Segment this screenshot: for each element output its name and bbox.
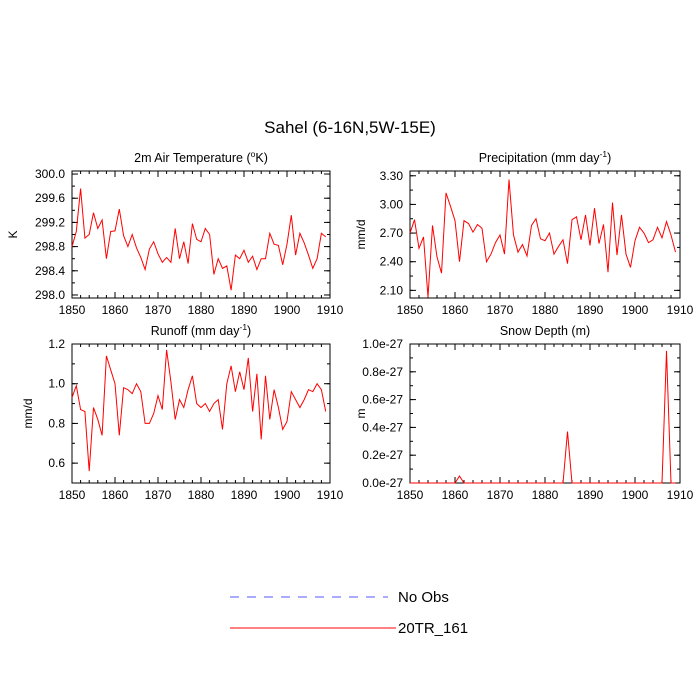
x-tick-label: 1900	[622, 488, 649, 502]
x-tick-label: 1870	[145, 303, 172, 317]
panel-3: Runoff (mm day-1) 1850 1860 1870 1880 1890 190…	[21, 322, 344, 502]
x-tick-label: 1860	[102, 303, 129, 317]
panel-2: Precipitation (mm day-1) 1850 1860 1870 1880…	[354, 149, 694, 317]
x-tick-label: 1860	[442, 303, 469, 317]
y-axis-label-4: m	[354, 409, 368, 419]
x-tick-label: 1890	[231, 303, 258, 317]
panel-frame-4	[409, 343, 681, 484]
legend: No Obs 20TR_161	[230, 589, 468, 637]
x-tick-label: 1850	[59, 488, 86, 502]
y-tick-label: 298.0	[35, 288, 65, 302]
y-tick-label: 0.8	[48, 416, 65, 430]
y-tick-label: 1.2	[48, 337, 65, 351]
x-tick-label: 1850	[59, 303, 86, 317]
series-line-1	[71, 188, 327, 291]
x-tick-label: 1850	[397, 303, 424, 317]
panel-title-2: Precipitation (mm day-1)	[479, 149, 612, 165]
y-tick-label: 0.6e-27	[362, 393, 403, 407]
x-tick-label: 1880	[532, 488, 559, 502]
y-tick-label: 0.0e-27	[362, 476, 403, 490]
x-tick-label: 1890	[577, 303, 604, 317]
x-tick-label: 1880	[532, 303, 559, 317]
x-tick-label: 1910	[667, 303, 694, 317]
panel-frame-2	[409, 170, 681, 299]
x-tick-label: 1870	[487, 303, 514, 317]
x-tick-label: 1910	[667, 488, 694, 502]
y-tick-label: 2.40	[380, 255, 404, 269]
x-tick-label: 1900	[274, 488, 301, 502]
panel-4: Snow Depth (m) 1850 1860 1870 1880 1890 1900 19…	[354, 324, 694, 502]
x-tick-label: 1870	[487, 488, 514, 502]
series-line-2	[409, 179, 676, 298]
y-tick-label: 2.10	[380, 283, 404, 297]
y-tick-label: 298.8	[35, 240, 65, 254]
x-tick-label: 1900	[622, 303, 649, 317]
y-tick-label: 300.0	[35, 167, 65, 181]
x-tick-label: 1860	[442, 488, 469, 502]
y-tick-label: 2.70	[380, 226, 404, 240]
y-tick-label: 1.0e-27	[362, 337, 403, 351]
x-tick-label: 1870	[145, 488, 172, 502]
legend-label-20tr-161: 20TR_161	[398, 620, 468, 637]
panels: 2m Air Temperature (oK) 1850 1860 1870 1880 1…	[6, 149, 694, 502]
y-tick-label: 0.8e-27	[362, 365, 403, 379]
legend-label-no-obs: No Obs	[398, 589, 449, 606]
panel-title-3: Runoff (mm day-1)	[151, 322, 251, 338]
y-axis-label-3: mm/d	[21, 399, 35, 429]
y-tick-label: 3.00	[380, 197, 404, 211]
series-line-4	[410, 350, 676, 484]
y-tick-label: 3.30	[380, 169, 404, 183]
y-tick-label: 0.4e-27	[362, 420, 403, 434]
x-tick-label: 1860	[102, 488, 129, 502]
y-axis-label-1: K	[6, 230, 20, 238]
y-tick-label: 0.2e-27	[362, 448, 403, 462]
x-tick-label: 1910	[317, 303, 344, 317]
panel-frame-3	[71, 343, 331, 484]
x-tick-label: 1890	[231, 488, 258, 502]
y-tick-label: 0.6	[48, 456, 65, 470]
x-tick-label: 1900	[274, 303, 301, 317]
panel-title-1: 2m Air Temperature (oK)	[134, 149, 268, 165]
x-tick-label: 1880	[188, 488, 215, 502]
figure-title: Sahel (6-16N,5W-15E)	[264, 118, 436, 137]
x-tick-label: 1890	[577, 488, 604, 502]
series-line-3	[71, 349, 327, 472]
y-tick-label: 299.2	[35, 215, 65, 229]
y-tick-label: 299.6	[35, 191, 65, 205]
y-tick-label: 298.4	[35, 264, 65, 278]
x-tick-label: 1880	[188, 303, 215, 317]
x-tick-label: 1910	[317, 488, 344, 502]
y-tick-label: 1.0	[48, 377, 65, 391]
panel-title-4: Snow Depth (m)	[500, 324, 590, 338]
y-axis-label-2: mm/d	[354, 220, 368, 250]
panel-1: 2m Air Temperature (oK) 1850 1860 1870 1880 1…	[6, 149, 344, 317]
x-tick-label: 1850	[397, 488, 424, 502]
